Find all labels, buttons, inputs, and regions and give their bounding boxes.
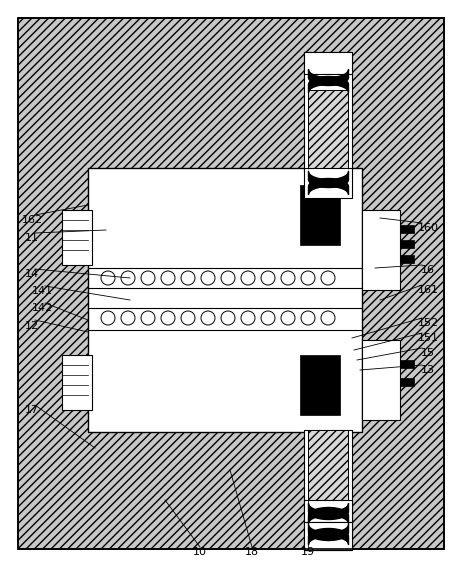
Bar [300,185,340,245]
Text: 160: 160 [418,223,438,233]
Bar [400,360,414,368]
Circle shape [301,271,315,285]
Circle shape [121,271,135,285]
Bar [308,430,348,500]
Text: 19: 19 [301,547,315,557]
Circle shape [241,271,255,285]
Circle shape [281,311,295,325]
Bar [400,240,414,248]
Text: 152: 152 [418,318,438,328]
Text: 13: 13 [421,365,435,375]
Text: 18: 18 [245,547,259,557]
Bar [300,355,340,415]
Text: 16: 16 [421,265,435,275]
Bar [88,168,362,432]
Bar [306,75,350,85]
Bar [304,522,352,550]
Bar [362,340,400,420]
Text: 141: 141 [31,286,53,296]
Circle shape [141,271,155,285]
Text: 10: 10 [193,547,207,557]
Text: 11: 11 [25,233,39,243]
Bar [400,225,414,233]
Bar [304,52,352,74]
Bar [362,210,400,290]
Circle shape [101,311,115,325]
Circle shape [161,311,175,325]
Text: 17: 17 [25,405,39,415]
Bar [304,168,352,198]
Circle shape [141,311,155,325]
Circle shape [221,271,235,285]
Circle shape [181,311,195,325]
Circle shape [321,271,335,285]
Bar [62,210,92,265]
Circle shape [181,271,195,285]
Text: 142: 142 [31,303,53,313]
Circle shape [121,311,135,325]
Bar [400,378,414,386]
Bar [304,500,352,522]
Text: 14: 14 [25,269,39,279]
Bar [304,430,352,550]
Circle shape [261,311,275,325]
Circle shape [161,271,175,285]
Text: 162: 162 [21,215,43,225]
Bar [304,52,352,172]
Bar [308,90,348,170]
Circle shape [301,311,315,325]
Text: 161: 161 [418,285,438,295]
Text: 12: 12 [25,321,39,331]
Circle shape [281,271,295,285]
Text: 151: 151 [418,333,438,343]
Bar [400,255,414,263]
Circle shape [321,311,335,325]
Bar [62,355,92,410]
Text: 15: 15 [421,348,435,358]
Circle shape [241,311,255,325]
Circle shape [201,271,215,285]
Circle shape [221,311,235,325]
Circle shape [261,271,275,285]
Circle shape [201,311,215,325]
Circle shape [101,271,115,285]
